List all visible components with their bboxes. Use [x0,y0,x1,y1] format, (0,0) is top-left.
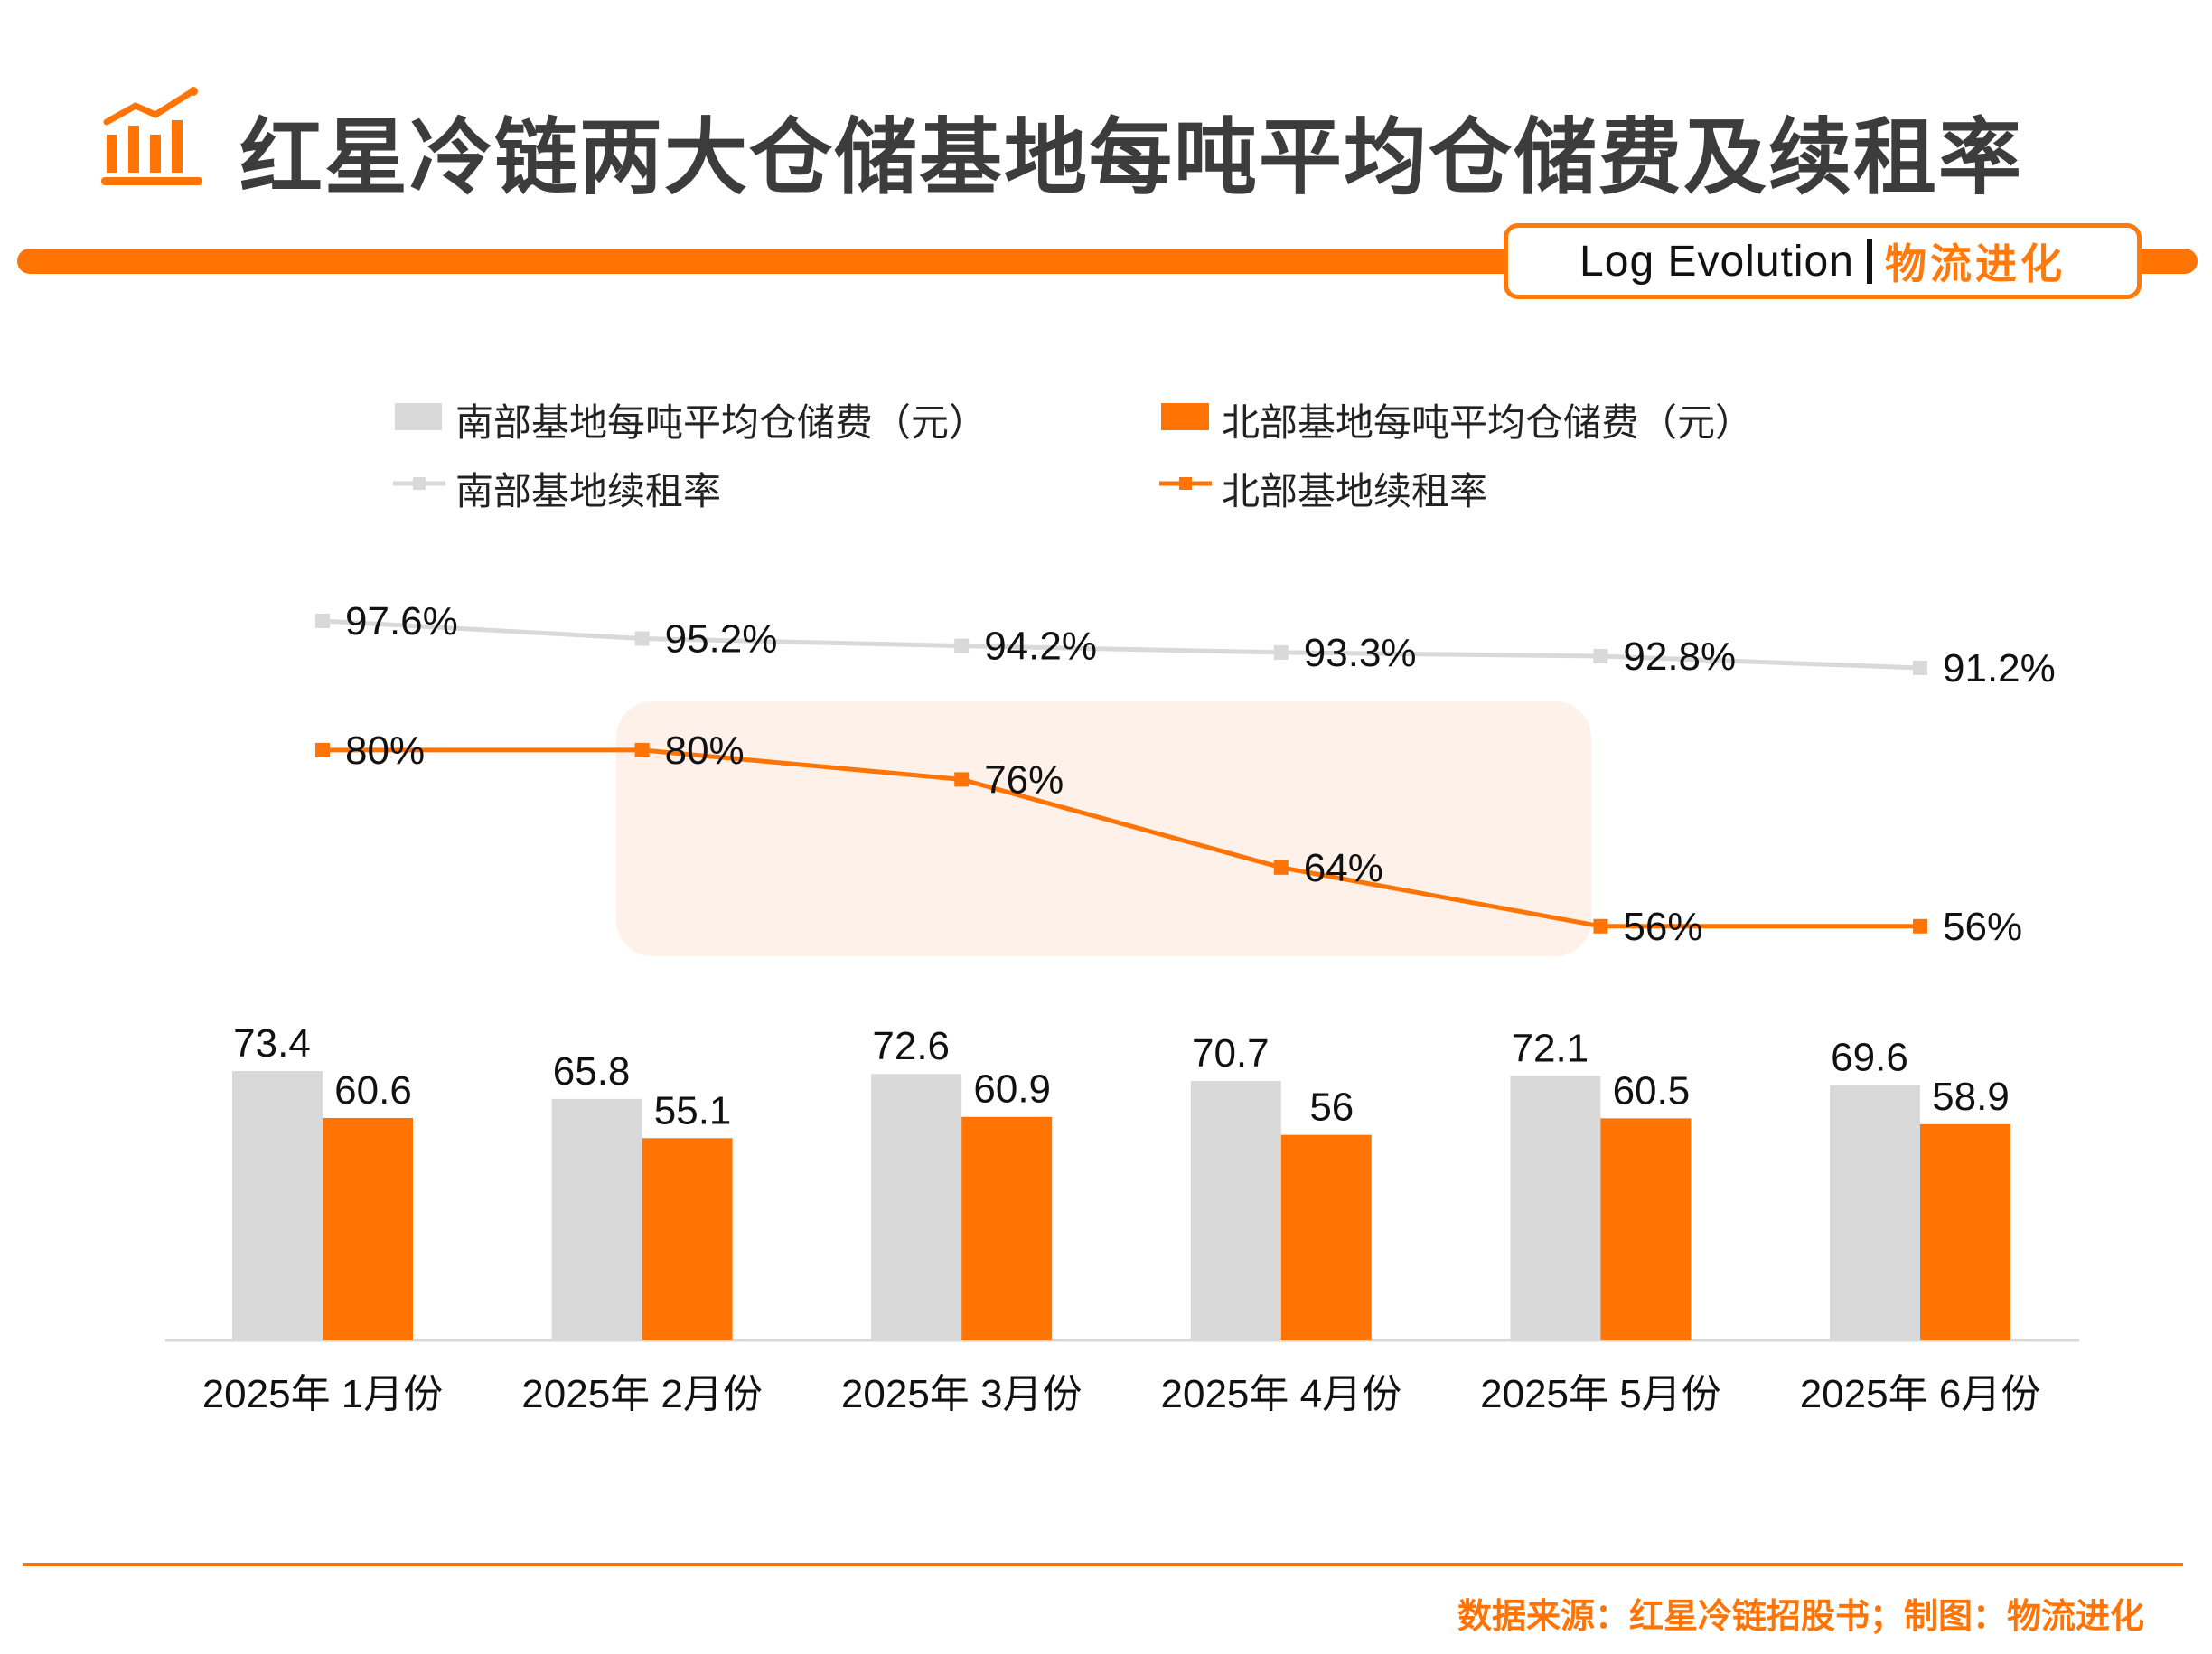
line-marker [954,638,970,653]
line-value-label: 97.6% [345,599,458,644]
x-tick-label: 2025年 2月份 [521,1372,763,1416]
brand-cn: 物流进化 [1884,240,2066,288]
line-south-rate [322,618,1921,671]
line-marker [315,614,330,628]
line-value-label: 91.2% [1943,646,2056,691]
brand-badge: Log Evolution 物流进化 [1504,223,2142,299]
bar-south [1190,1080,1281,1340]
page-title: 红星冷链两大仓储基地每吨平均仓储费及续租率 [239,109,2024,206]
bar-value-label: 60.9 [973,1067,1051,1112]
legend-label-south-rate: 南部基地续租率 [455,469,722,513]
line-value-label: 76% [984,757,1064,802]
line-north-rate [323,747,1920,929]
legend-swatch-north-fee [1161,403,1209,430]
data-source: 数据来源：红星冷链招股书；制图：物流进化 [1457,1596,2144,1636]
bar-south [1510,1076,1601,1340]
line-marker [1273,860,1289,875]
x-tick-label: 2025年 1月份 [202,1372,444,1416]
bar-value-label: 69.6 [1831,1035,1908,1079]
legend-swatch-south-rate [393,477,445,490]
legend-swatch-south-fee [395,403,442,430]
brand-en: Log Evolution [1579,237,1854,286]
line-value-label: 56% [1943,905,2022,949]
bar-value-label: 72.1 [1512,1026,1589,1070]
line-marker [1913,660,1927,675]
line-value-label: 64% [1304,846,1383,890]
bar-north [1600,1118,1692,1340]
bar-north [1920,1123,2010,1340]
legend-label-south-fee: 南部基地每吨平均仓储费（元） [455,400,988,445]
legend-label-north-fee: 北部基地每吨平均仓储费（元） [1222,400,1754,445]
bar-north [642,1138,733,1340]
line-value-label: 80% [665,728,745,773]
bar-value-label: 58.9 [1932,1075,2010,1119]
legend-label-north-rate: 北部基地续租率 [1222,469,1488,513]
x-tick-label: 2025年 3月份 [841,1372,1083,1416]
line-marker [954,772,970,787]
line-value-label: 92.8% [1623,634,1736,679]
line-value-label: 95.2% [665,616,778,661]
bar-chart-trend-icon [101,87,202,185]
line-marker [1913,918,1927,934]
brand-separator [1866,239,1872,284]
bar-value-label: 55.1 [654,1088,732,1132]
line-marker [634,631,650,646]
legend-swatch-north-rate [1159,477,1212,490]
line-value-label: 56% [1623,905,1702,949]
bar-south [871,1074,962,1340]
line-marker [634,742,650,757]
line-marker [1593,918,1608,934]
line-marker [1273,644,1289,660]
line-value-label: 94.2% [984,625,1097,669]
bar-south [1830,1085,1920,1340]
line-value-label: 80% [345,728,425,773]
bar-value-label: 60.6 [334,1068,412,1113]
bar-value-label: 70.7 [1192,1031,1270,1076]
bar-south [551,1098,642,1340]
bar-value-label: 60.5 [1613,1068,1691,1113]
line-marker [315,742,330,757]
x-tick-label: 2025年 6月份 [1800,1372,2041,1416]
bar-north [1280,1134,1372,1340]
bar-value-label: 72.6 [872,1024,950,1068]
bar-north [961,1116,1053,1340]
line-marker [1593,648,1608,663]
watermark-background [616,701,1591,956]
bar-south [232,1070,323,1340]
x-tick-label: 2025年 5月份 [1480,1372,1721,1416]
bar-north [323,1117,413,1340]
footer-divider [23,1563,2183,1566]
x-tick-label: 2025年 4月份 [1161,1372,1402,1416]
line-value-label: 93.3% [1304,631,1417,675]
bar-value-label: 56 [1309,1085,1354,1130]
bar-value-label: 65.8 [553,1049,631,1094]
bar-value-label: 73.4 [233,1021,311,1066]
